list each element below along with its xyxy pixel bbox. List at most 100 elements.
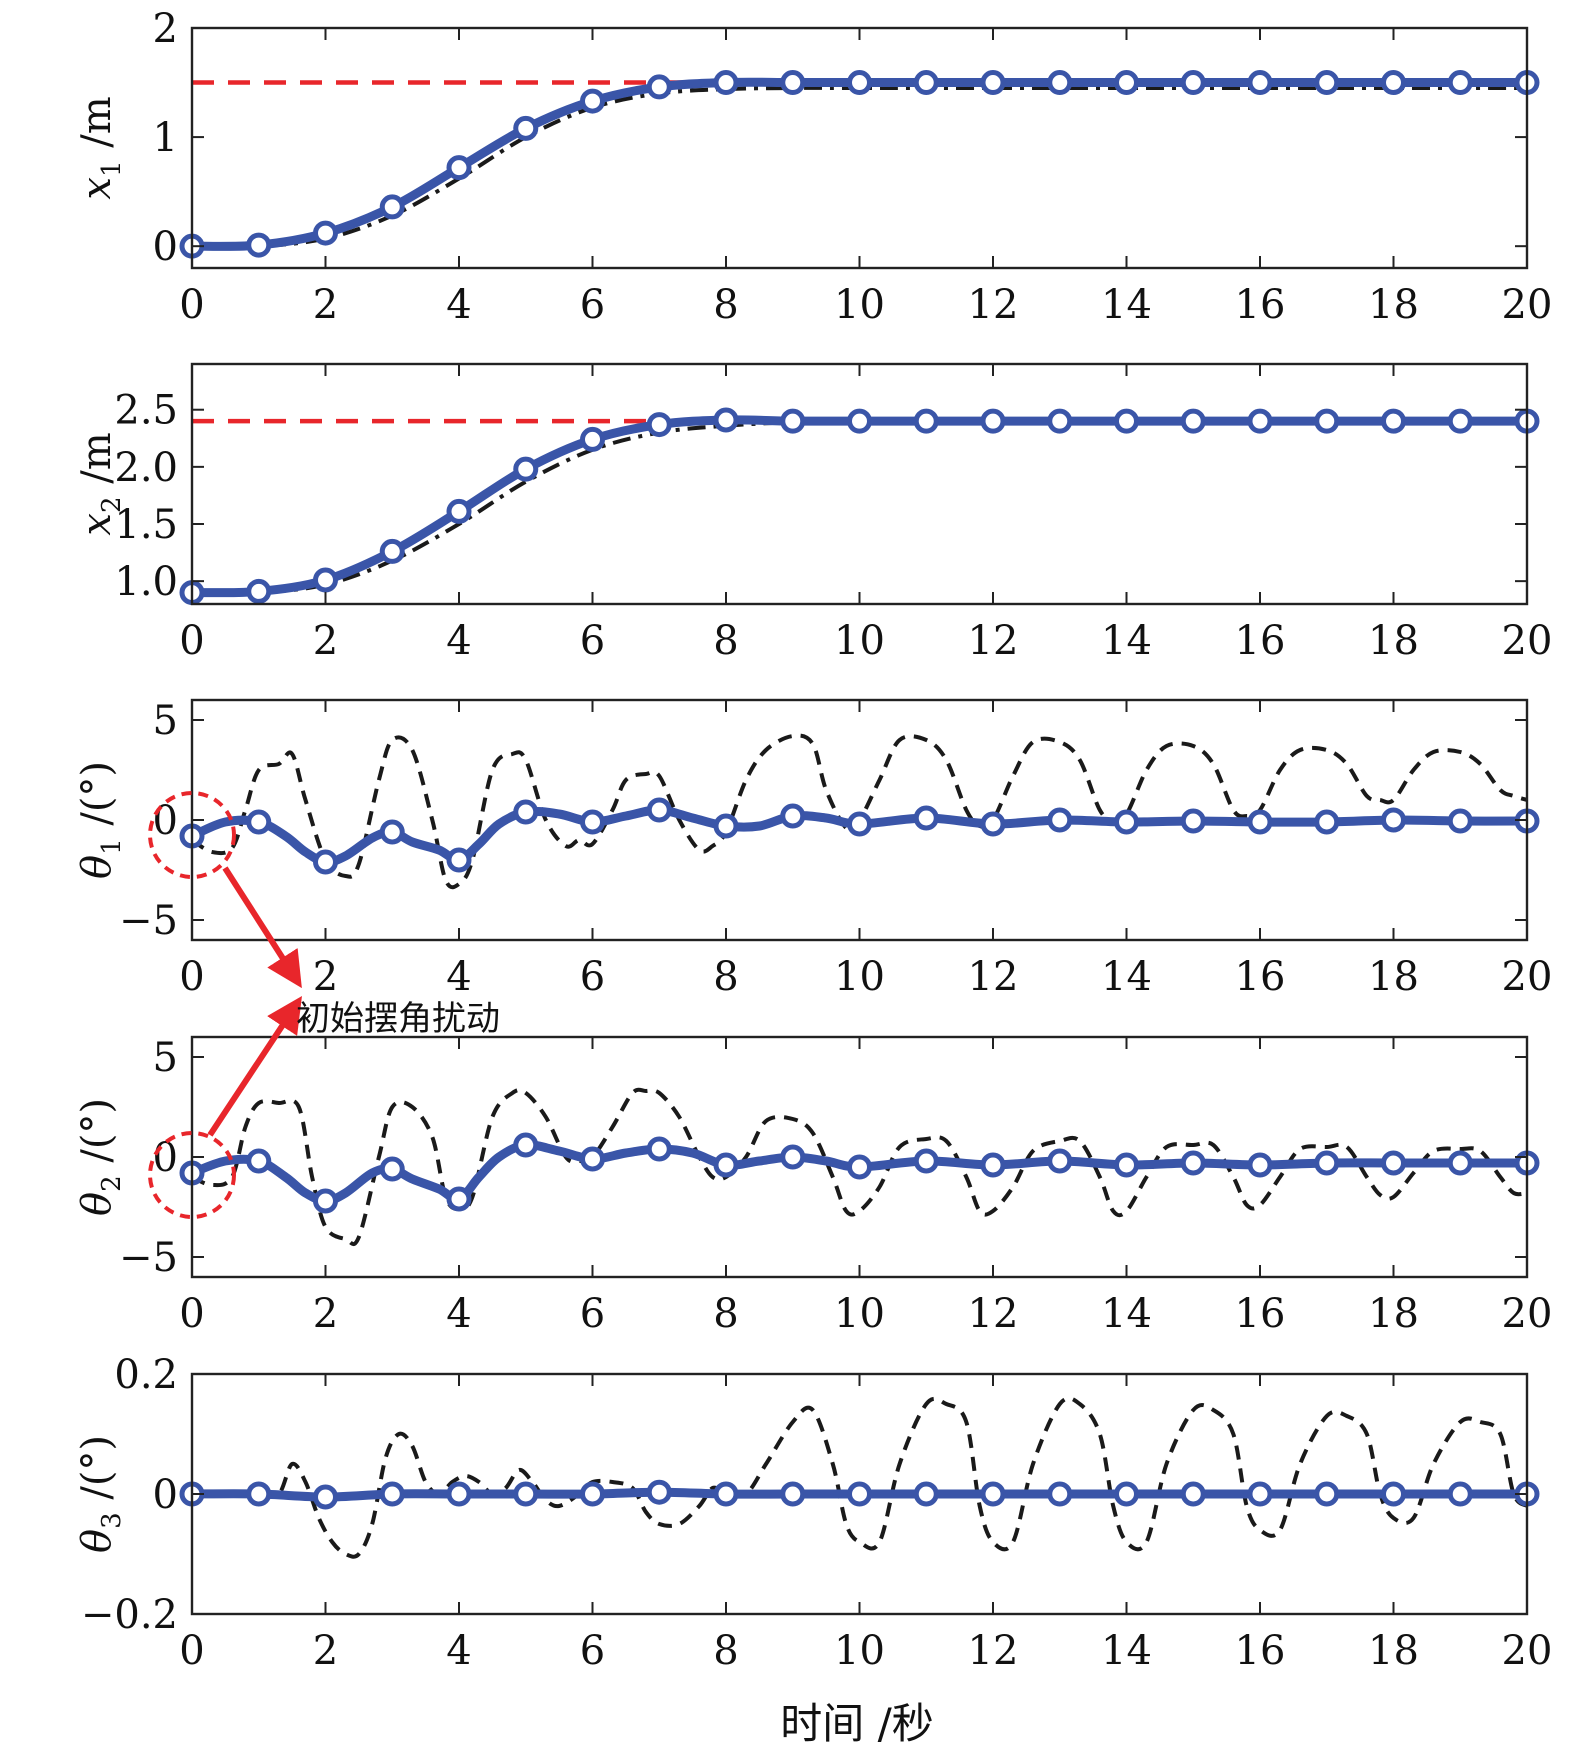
x-tick-label-3-6: 12 (968, 954, 1019, 1000)
marker-point-3-10 (847, 811, 872, 837)
x-tick-label-3-10: 20 (1502, 954, 1553, 1000)
marker-point-3-18 (1381, 807, 1406, 833)
marker-point-5-5 (513, 1481, 539, 1507)
disturbance-circle-theta1 (148, 791, 236, 879)
panel-5: 0 2 4 6 8 10 12 14 16 18 20−0.200.2θ3 /(°) (74, 1352, 1552, 1674)
comparison-line-5 (192, 1396, 1527, 1559)
x-tick-label-5-3: 6 (580, 1628, 605, 1674)
x-tick-label-1-4: 8 (713, 282, 738, 328)
y-axis-label-4: θ2 /(°) (74, 1098, 127, 1216)
x-tick-label-2-8: 16 (1235, 618, 1286, 664)
marker-point-2-8 (713, 407, 739, 433)
marker-point-5-13 (1047, 1481, 1073, 1507)
axes-frame-1 (190, 26, 1529, 270)
x-tick-label-4-9: 18 (1368, 1291, 1419, 1337)
x-tick-label-5-7: 14 (1101, 1628, 1152, 1674)
marker-point-4-9 (780, 1144, 806, 1170)
annotation-layer: 初始摆角扰动 (148, 791, 500, 1219)
x-tick-label-4-4: 8 (713, 1291, 738, 1337)
x-tick-label-1-6: 12 (968, 282, 1019, 328)
x-tick-label-2-10: 20 (1502, 618, 1553, 664)
marker-point-2-3 (379, 538, 405, 564)
x-tick-label-5-5: 10 (834, 1628, 885, 1674)
marker-point-3-12 (980, 811, 1006, 837)
marker-point-1-5 (513, 115, 539, 141)
marker-point-2-13 (1047, 408, 1073, 434)
x-tick-label-5-0: 0 (179, 1628, 204, 1674)
marker-point-2-1 (246, 578, 272, 604)
y-tick-label-2-0: 1.0 (114, 559, 178, 605)
marker-point-2-11 (913, 408, 939, 434)
x-tick-label-2-4: 8 (713, 618, 738, 664)
marker-point-4-17 (1314, 1150, 1340, 1176)
x-tick-label-3-1: 2 (313, 954, 338, 1000)
marker-point-3-1 (246, 809, 272, 835)
marker-point-5-15 (1180, 1481, 1206, 1507)
y-tick-label-4-1: 0 (153, 1135, 178, 1181)
comparison-line-4 (192, 1087, 1527, 1247)
marker-point-4-3 (379, 1156, 405, 1182)
marker-point-5-9 (780, 1481, 806, 1507)
marker-point-2-12 (980, 408, 1006, 434)
marker-point-1-9 (780, 70, 806, 96)
proposed-line-1 (192, 77, 1527, 251)
x-axis-label: 时间 /秒 (780, 1699, 934, 1748)
x-tick-label-4-7: 14 (1101, 1291, 1152, 1337)
marker-point-5-16 (1247, 1481, 1273, 1507)
y-tick-label-1-0: 0 (153, 224, 178, 270)
marker-point-5-8 (713, 1481, 739, 1507)
x-tick-label-3-2: 4 (446, 954, 471, 1000)
marker-point-3-17 (1314, 809, 1340, 835)
x-tick-label-4-0: 0 (179, 1291, 204, 1337)
marker-point-5-4 (446, 1481, 472, 1507)
plot-area-1 (192, 77, 1527, 251)
x-tick-label-5-6: 12 (968, 1628, 1019, 1674)
marker-point-3-15 (1180, 808, 1206, 834)
comparison-line-1 (192, 85, 1527, 249)
plot-area-3 (192, 733, 1527, 890)
y-tick-label-1-1: 1 (153, 115, 178, 161)
x-tick-label-3-9: 18 (1368, 954, 1419, 1000)
x-tick-label-1-8: 16 (1235, 282, 1286, 328)
proposed-line-3 (192, 805, 1527, 867)
marker-point-5-12 (980, 1481, 1006, 1507)
marker-point-4-13 (1047, 1148, 1073, 1174)
x-tick-label-4-1: 2 (313, 1291, 338, 1337)
x-tick-label-4-2: 4 (446, 1291, 471, 1337)
marker-point-1-7 (646, 74, 672, 100)
marker-point-4-6 (580, 1146, 605, 1172)
marker-point-2-6 (580, 426, 605, 452)
marker-point-2-4 (446, 498, 472, 524)
annotation-text: 初始摆角扰动 (296, 999, 500, 1039)
x-tick-label-3-7: 14 (1101, 954, 1152, 1000)
marker-point-5-2 (313, 1484, 338, 1510)
marker-point-1-8 (713, 70, 739, 96)
marker-point-4-4 (446, 1186, 472, 1212)
marker-point-1-17 (1314, 70, 1340, 96)
marker-point-5-10 (847, 1481, 872, 1507)
panel-2: 0 2 4 6 8 10 12 14 16 18 20 1.0 1.5 2.0 2.5x2 /m (74, 362, 1553, 664)
comparison-line-2 (192, 419, 1527, 596)
plot-area-2 (192, 415, 1527, 598)
x-tick-label-1-0: 0 (179, 282, 204, 328)
marker-point-1-6 (580, 88, 605, 114)
marker-point-3-14 (1114, 809, 1139, 835)
y-axis-label-1: x1 /m (74, 96, 127, 199)
x-tick-label-1-3: 6 (580, 282, 605, 328)
marker-point-3-6 (580, 809, 605, 835)
x-tick-label-4-8: 16 (1235, 1291, 1286, 1337)
marker-point-1-19 (1447, 70, 1473, 96)
marker-point-2-9 (780, 408, 806, 434)
marker-point-4-5 (513, 1132, 539, 1158)
marker-point-1-11 (913, 70, 939, 96)
marker-point-4-18 (1381, 1150, 1406, 1176)
marker-point-1-3 (379, 194, 405, 220)
x-tick-label-2-3: 6 (580, 618, 605, 664)
marker-point-4-11 (913, 1148, 939, 1174)
y-tick-label-4-2: 5 (153, 1035, 178, 1081)
x-tick-label-2-6: 12 (968, 618, 1019, 664)
marker-point-2-7 (646, 412, 672, 438)
marker-point-3-2 (313, 849, 338, 875)
